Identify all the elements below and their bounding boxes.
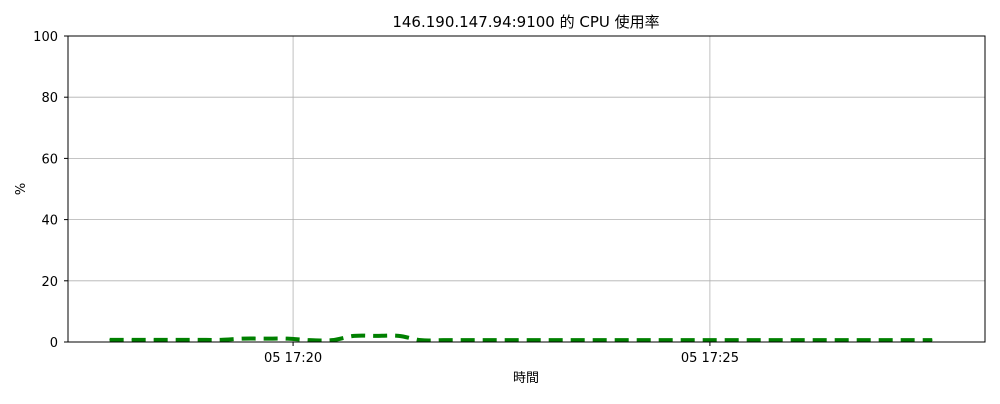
data-point xyxy=(909,339,911,341)
data-point xyxy=(242,338,244,340)
data-point xyxy=(109,339,111,341)
data-point xyxy=(153,339,155,341)
data-point xyxy=(598,339,600,341)
x-tick-label: 05 17:25 xyxy=(681,351,739,366)
data-point xyxy=(576,339,578,341)
data-point xyxy=(753,339,755,341)
y-tick-label: 0 xyxy=(50,336,58,351)
y-tick-label: 100 xyxy=(33,30,58,45)
series-layer xyxy=(109,333,933,343)
y-tick-label: 20 xyxy=(41,275,58,290)
data-point xyxy=(709,339,711,341)
data-point xyxy=(731,339,733,341)
data-point xyxy=(175,339,177,341)
data-point xyxy=(464,339,466,341)
data-point xyxy=(531,339,533,341)
data-point xyxy=(420,339,422,341)
data-point xyxy=(642,339,644,341)
grid-layer xyxy=(68,35,985,343)
y-tick-label: 40 xyxy=(41,214,58,229)
x-axis-label: 時間 xyxy=(513,371,539,386)
data-point xyxy=(287,338,289,340)
y-tick-label: 60 xyxy=(41,152,58,167)
chart-title: 146.190.147.94:9100 的 CPU 使用率 xyxy=(392,13,659,31)
data-point xyxy=(776,339,778,341)
data-point xyxy=(798,339,800,341)
data-point xyxy=(220,339,222,341)
data-point xyxy=(331,339,333,341)
data-point xyxy=(687,339,689,341)
data-point xyxy=(442,339,444,341)
y-tick-label: 80 xyxy=(41,91,58,106)
data-point xyxy=(620,339,622,341)
data-point xyxy=(865,339,867,341)
data-point xyxy=(353,335,355,337)
data-point xyxy=(487,339,489,341)
data-point xyxy=(509,339,511,341)
data-point xyxy=(264,338,266,340)
data-point xyxy=(375,335,377,337)
data-point xyxy=(842,339,844,341)
plot-frame xyxy=(67,35,986,343)
x-tick-label: 05 17:20 xyxy=(264,351,322,366)
y-axis-label: % xyxy=(14,183,29,195)
series-line xyxy=(109,333,933,343)
data-point xyxy=(309,339,311,341)
data-point xyxy=(398,335,400,337)
data-point xyxy=(820,339,822,341)
data-point xyxy=(931,339,933,341)
data-point xyxy=(887,339,889,341)
data-point xyxy=(131,339,133,341)
data-point xyxy=(198,339,200,341)
data-point xyxy=(553,339,555,341)
data-point xyxy=(664,339,666,341)
tick-layer: 0 20 40 60 80 100 05 17:20 05 17:25 xyxy=(33,30,739,366)
